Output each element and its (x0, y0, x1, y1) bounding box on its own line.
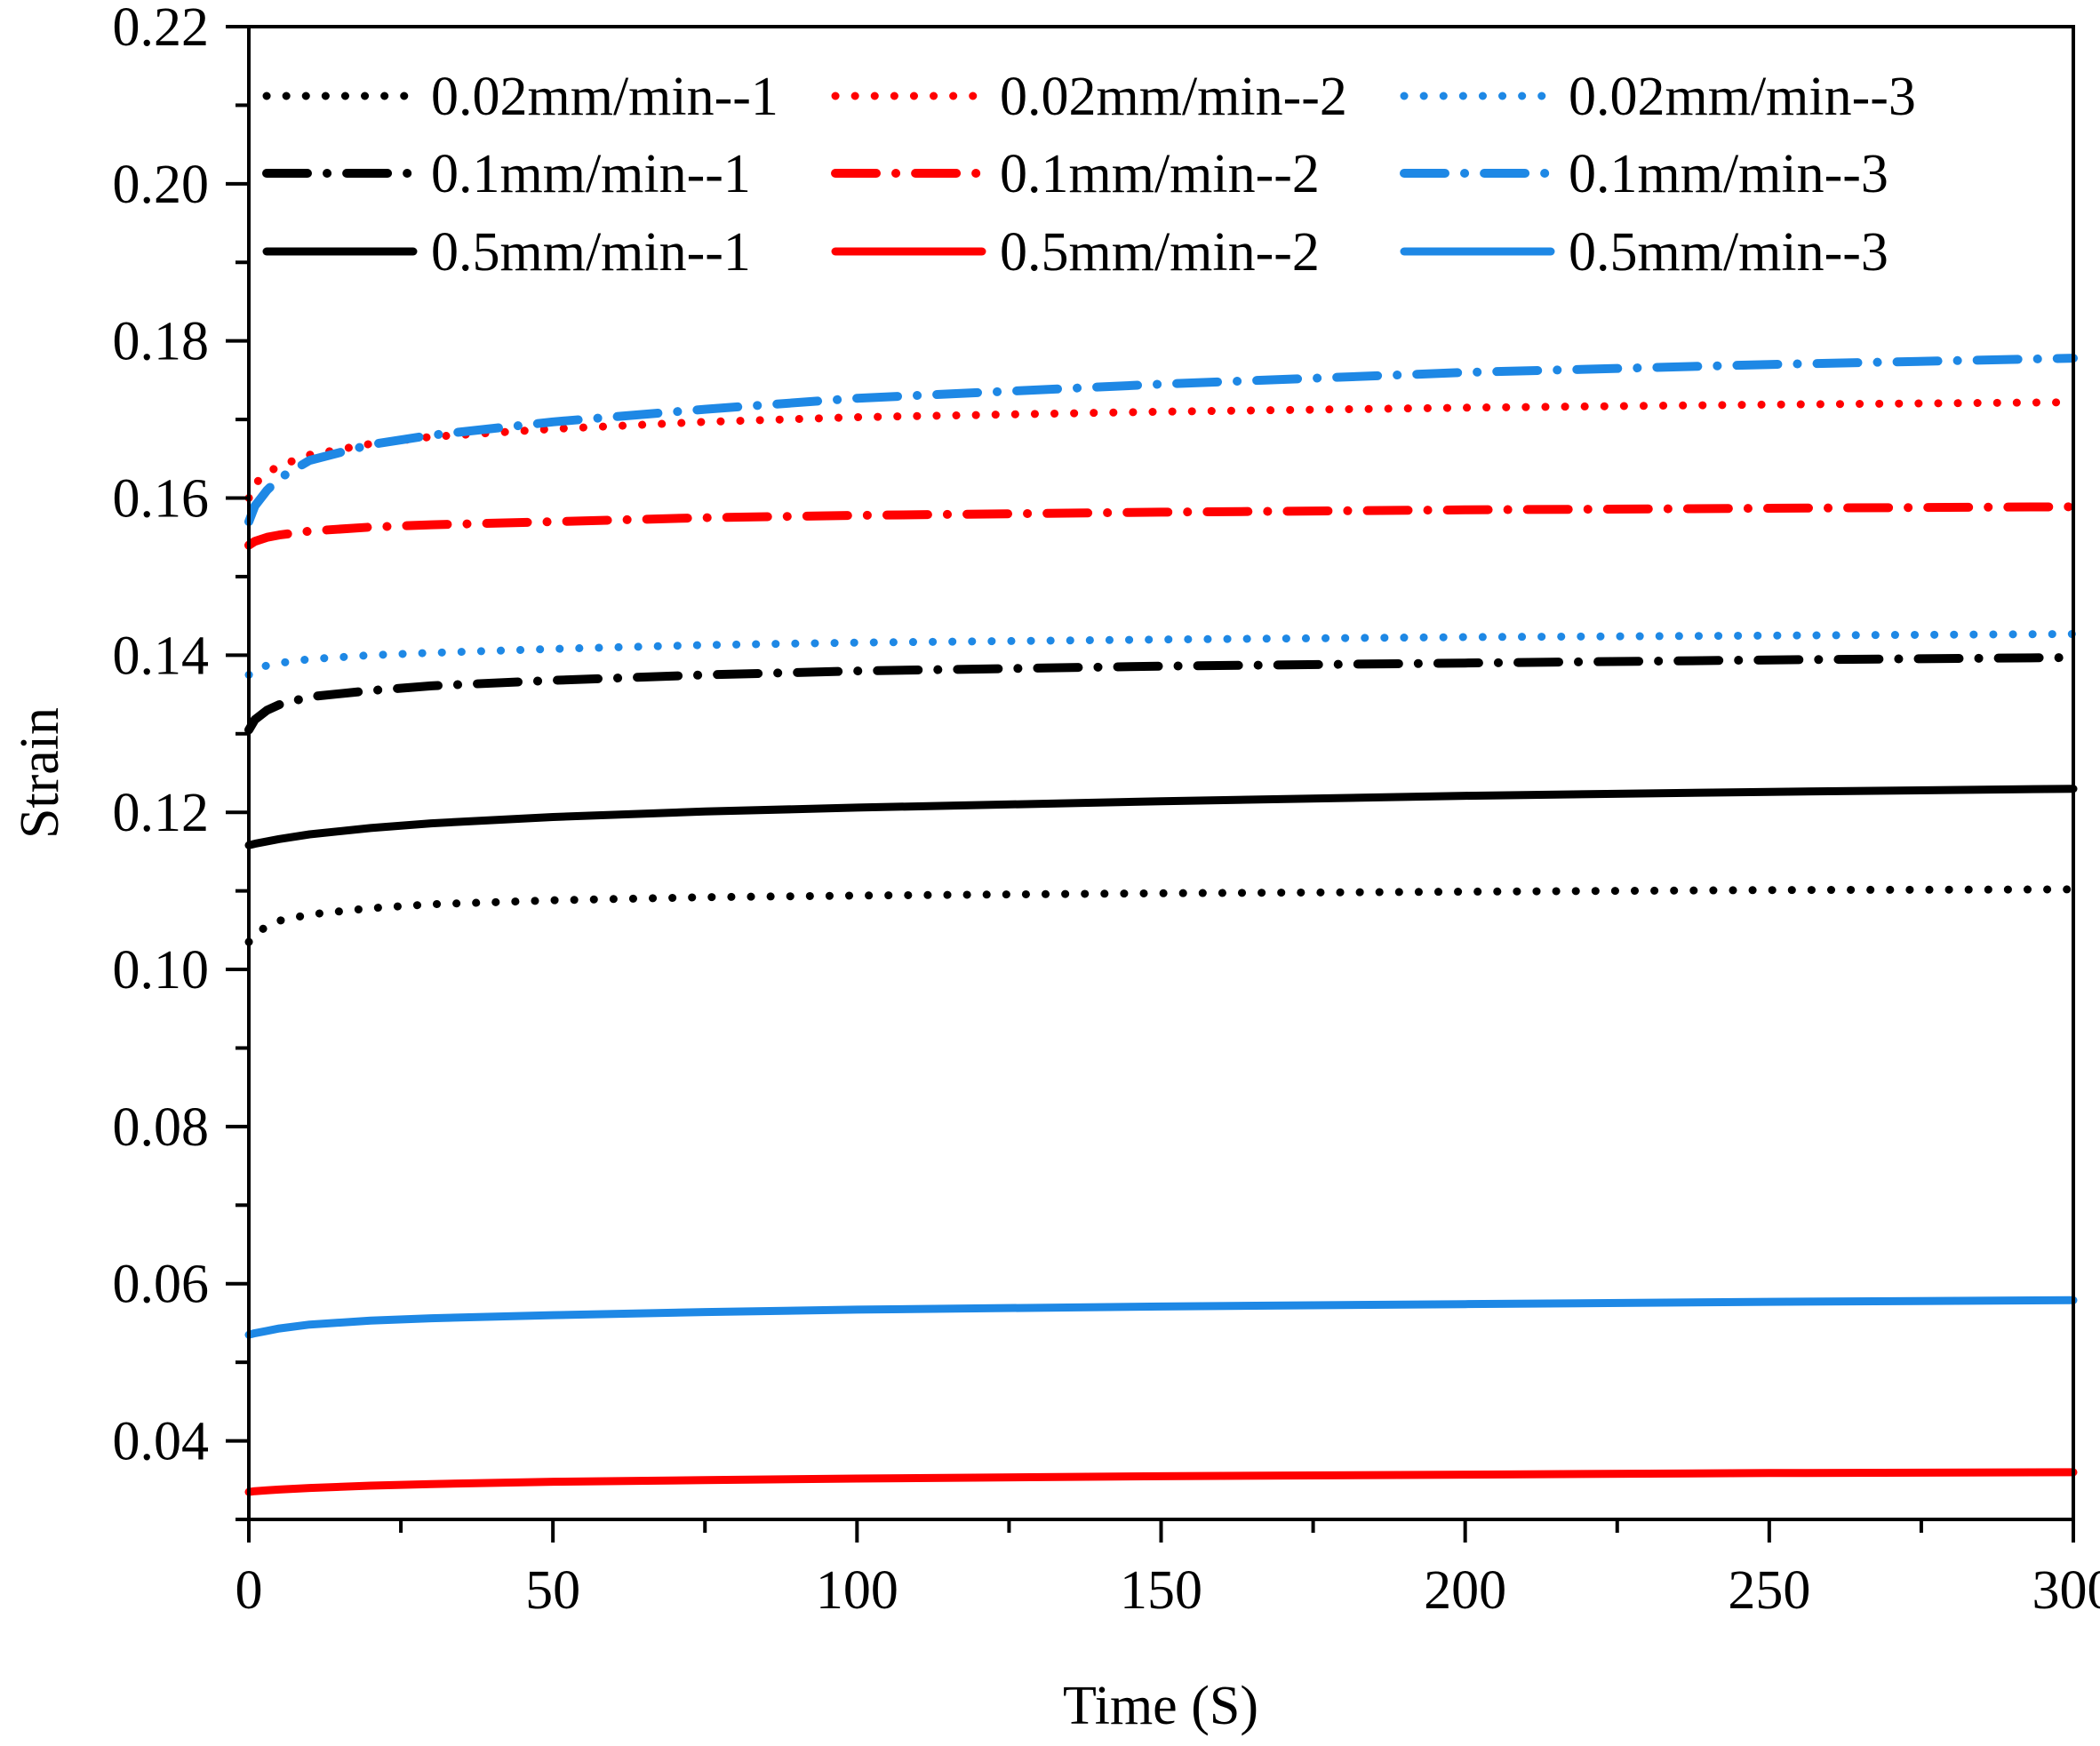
series-line-0-5mm-min-3 (244, 1296, 2078, 1339)
legend-label-0-1mm-min-2: 0.1mm/min--2 (1000, 144, 1320, 204)
series-line-0-5mm-min-2 (244, 1468, 2078, 1496)
x-tick-label: 250 (1728, 1560, 1810, 1621)
x-tick-label: 100 (816, 1560, 898, 1621)
legend-label-0-02mm-min-3: 0.02mm/min--3 (1569, 67, 1916, 127)
series-line-0-02mm-min-3 (244, 630, 2078, 679)
series-line-0-1mm-min-2 (244, 502, 2078, 550)
y-tick-label: 0.10 (113, 940, 210, 1001)
y-tick-label: 0.16 (113, 469, 210, 530)
y-tick-label: 0.18 (113, 312, 210, 372)
x-tick-label: 0 (236, 1560, 263, 1621)
x-tick-label: 200 (1424, 1560, 1506, 1621)
axes-layer: 0 50 100 150 200 250 300 0.04 0.06 0.08 0.10 0.12 0.… (113, 0, 2100, 1621)
legend-label-0-5mm-min-2: 0.5mm/min--2 (1000, 222, 1320, 283)
y-tick-label: 0.14 (113, 626, 210, 686)
legend-label-0-02mm-min-2: 0.02mm/min--2 (1000, 67, 1347, 127)
y-axis-title: Strain (10, 707, 70, 839)
y-tick-label: 0.04 (113, 1412, 210, 1472)
series-line-0-1mm-min-1 (244, 653, 2078, 735)
y-tick-label: 0.06 (113, 1255, 210, 1315)
legend-label-0-1mm-min-1: 0.1mm/min--1 (431, 144, 751, 204)
y-tick-label: 0.12 (113, 783, 210, 843)
series-line-0-5mm-min-1 (244, 785, 2078, 849)
legend-label-0-02mm-min-1: 0.02mm/min--1 (431, 67, 779, 127)
x-tick-label: 50 (525, 1560, 580, 1621)
y-tick-label: 0.22 (113, 0, 210, 58)
legend-label-0-5mm-min-1: 0.5mm/min--1 (431, 222, 751, 283)
y-tick-label: 0.20 (113, 155, 210, 215)
series-layer (244, 354, 2078, 1496)
series-line-0-02mm-min-1 (244, 885, 2078, 946)
x-tick-label: 150 (1120, 1560, 1202, 1621)
legend: 0.02mm/min--1 0.02mm/min--2 0.02mm/min--3 0… (262, 67, 1916, 283)
series-line-0-1mm-min-3 (244, 354, 2078, 527)
plot-area (249, 27, 2073, 1519)
legend-label-0-5mm-min-3: 0.5mm/min--3 (1569, 222, 1888, 283)
x-tick-label: 300 (2032, 1560, 2100, 1621)
legend-label-0-1mm-min-3: 0.1mm/min--3 (1569, 144, 1888, 204)
x-axis-title: Time (S) (1063, 1676, 1258, 1736)
y-tick-label: 0.08 (113, 1097, 210, 1158)
